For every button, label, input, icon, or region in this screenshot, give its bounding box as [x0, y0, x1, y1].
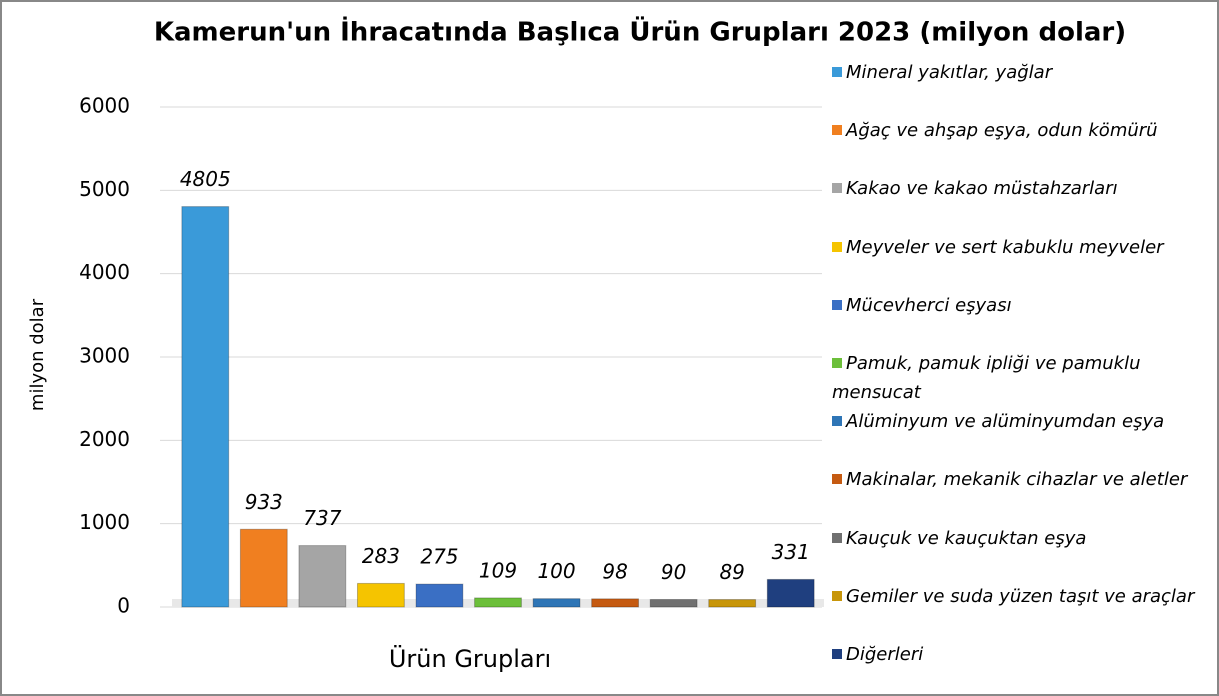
legend-swatch: [832, 241, 842, 252]
legend-label: Meyveler ve sert kabuklu meyveler: [846, 236, 1164, 258]
value-label: 331: [772, 540, 810, 564]
legend-label: Kakao ve kakao müstahzarları: [846, 178, 1118, 200]
legend-swatch: [832, 416, 842, 427]
y-tick-label: 3000: [79, 344, 130, 368]
legend-entry: Alüminyum ve alüminyumdan eşya: [832, 407, 1202, 436]
legend-label: Kauçuk ve kauçuktan eşya: [846, 527, 1087, 549]
bar: [181, 206, 230, 608]
y-tick-label: 4000: [79, 260, 130, 284]
legend-label: Mücevherci eşyası: [846, 294, 1012, 316]
bar: [708, 599, 757, 608]
legend-label: Pamuk, pamuk ipliği ve pamuklu mensucat: [832, 353, 1141, 403]
value-label: 4805: [180, 167, 231, 191]
legend-swatch: [832, 299, 842, 310]
y-tick-label: 2000: [79, 427, 130, 451]
legend-entry: Gemiler ve suda yüzen taşıt ve araçlar: [832, 582, 1202, 611]
value-label: 89: [719, 560, 744, 584]
legend-entry: Diğerleri: [832, 640, 1202, 669]
bar: [356, 582, 405, 608]
legend-entry: Kauçuk ve kauçuktan eşya: [832, 524, 1202, 553]
y-tick-label: 6000: [79, 94, 130, 118]
chart-title: Kamerun'un İhracatında Başlıca Ürün Grup…: [154, 15, 1126, 48]
legend-entry: Mineral yakıtlar, yağlar: [832, 58, 1202, 87]
legend-entry: Mücevherci eşyası: [832, 291, 1202, 320]
value-label: 933: [245, 490, 283, 514]
legend-swatch: [832, 649, 842, 659]
legend-entry: Makinalar, mekanik cihazlar ve aletler: [832, 465, 1202, 494]
value-label: 100: [537, 559, 575, 583]
legend-label: Gemiler ve suda yüzen taşıt ve araçlar: [846, 585, 1195, 607]
x-axis-label: Ürün Grupları: [389, 644, 551, 673]
y-tick-label: 1000: [79, 510, 130, 534]
legend-label: Diğerleri: [846, 644, 924, 665]
legend-entry: Pamuk, pamuk ipliği ve pamuklu mensucat: [832, 349, 1202, 407]
legend-swatch: [832, 590, 842, 601]
bar: [649, 599, 698, 608]
bar: [474, 597, 522, 608]
legend-swatch: [832, 67, 842, 77]
legend-swatch: [832, 358, 842, 368]
legend-swatch: [832, 532, 842, 543]
bar: [239, 528, 288, 608]
bar: [298, 545, 347, 608]
bar: [766, 578, 815, 608]
y-tick-label: 0: [117, 594, 130, 618]
value-label: 109: [479, 558, 517, 582]
legend-label: Alüminyum ve alüminyumdan eşya: [846, 411, 1165, 433]
bar: [591, 598, 640, 608]
legend-entry: Ağaç ve ahşap eşya, odun kömürü: [832, 116, 1202, 145]
legend-swatch: [832, 474, 842, 485]
legend-swatch: [832, 183, 842, 194]
legend-label: Mineral yakıtlar, yağlar: [846, 62, 1053, 83]
value-label: 737: [303, 506, 341, 530]
y-tick-label: 5000: [79, 177, 130, 201]
legend-label: Makinalar, mekanik cihazlar ve aletler: [846, 469, 1188, 491]
value-label: 283: [362, 544, 400, 568]
legend-entry: Meyveler ve sert kabuklu meyveler: [832, 233, 1202, 262]
value-label: 90: [661, 560, 686, 584]
value-label: 275: [420, 545, 458, 569]
legend-swatch: [832, 125, 842, 136]
bar: [415, 583, 464, 608]
bar: [532, 598, 581, 608]
y-axis-label: milyon dolar: [27, 298, 48, 411]
value-label: 98: [602, 559, 627, 583]
legend-entry: Kakao ve kakao müstahzarları: [832, 174, 1202, 203]
legend-label: Ağaç ve ahşap eşya, odun kömürü: [846, 120, 1158, 142]
